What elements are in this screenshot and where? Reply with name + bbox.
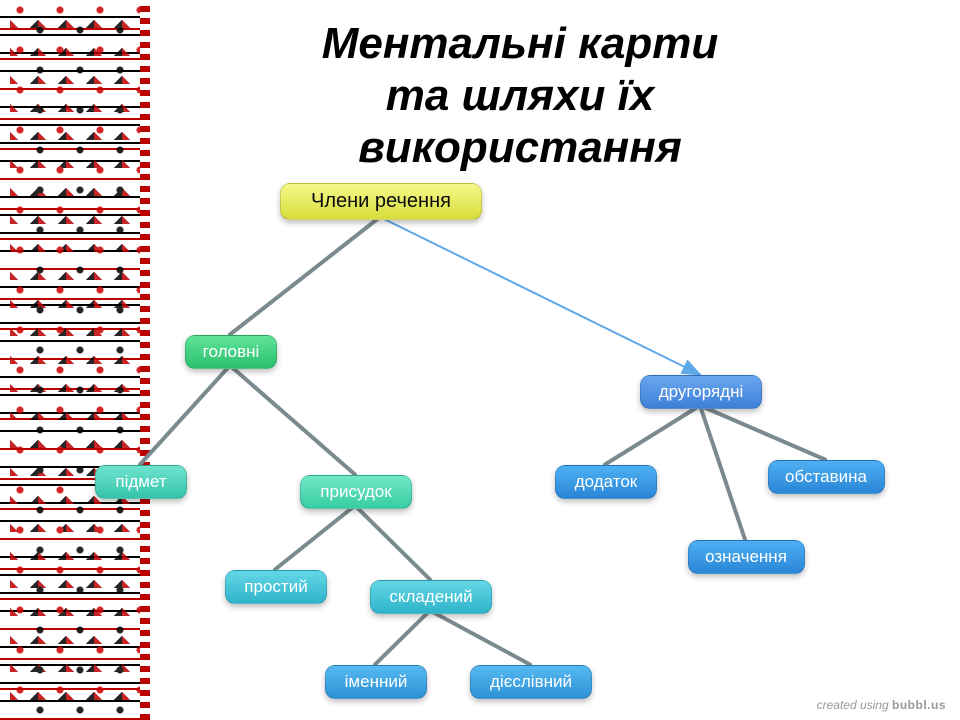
node-simp: простий: [225, 570, 327, 604]
node-comp: складений: [370, 580, 492, 614]
node-nom: іменний: [325, 665, 427, 699]
node-pred: присудок: [300, 475, 412, 509]
footer-prefix: created using: [817, 698, 889, 712]
page-root: Ментальні карти та шляхи їх використання…: [0, 0, 960, 720]
node-obj: додаток: [555, 465, 657, 499]
diagram-nodes: Члени речення головні другорядні підмет прис…: [0, 0, 960, 720]
node-root: Члени речення: [280, 183, 482, 220]
node-sec: другорядні: [640, 375, 762, 409]
node-verb: дієслівний: [470, 665, 592, 699]
node-adv: обставина: [768, 460, 885, 494]
node-subj: підмет: [95, 465, 187, 499]
node-attr: означення: [688, 540, 805, 574]
footer-brand: bubbl.us: [892, 698, 946, 712]
footer-credit: created using bubbl.us: [817, 698, 946, 712]
node-main: головні: [185, 335, 277, 369]
